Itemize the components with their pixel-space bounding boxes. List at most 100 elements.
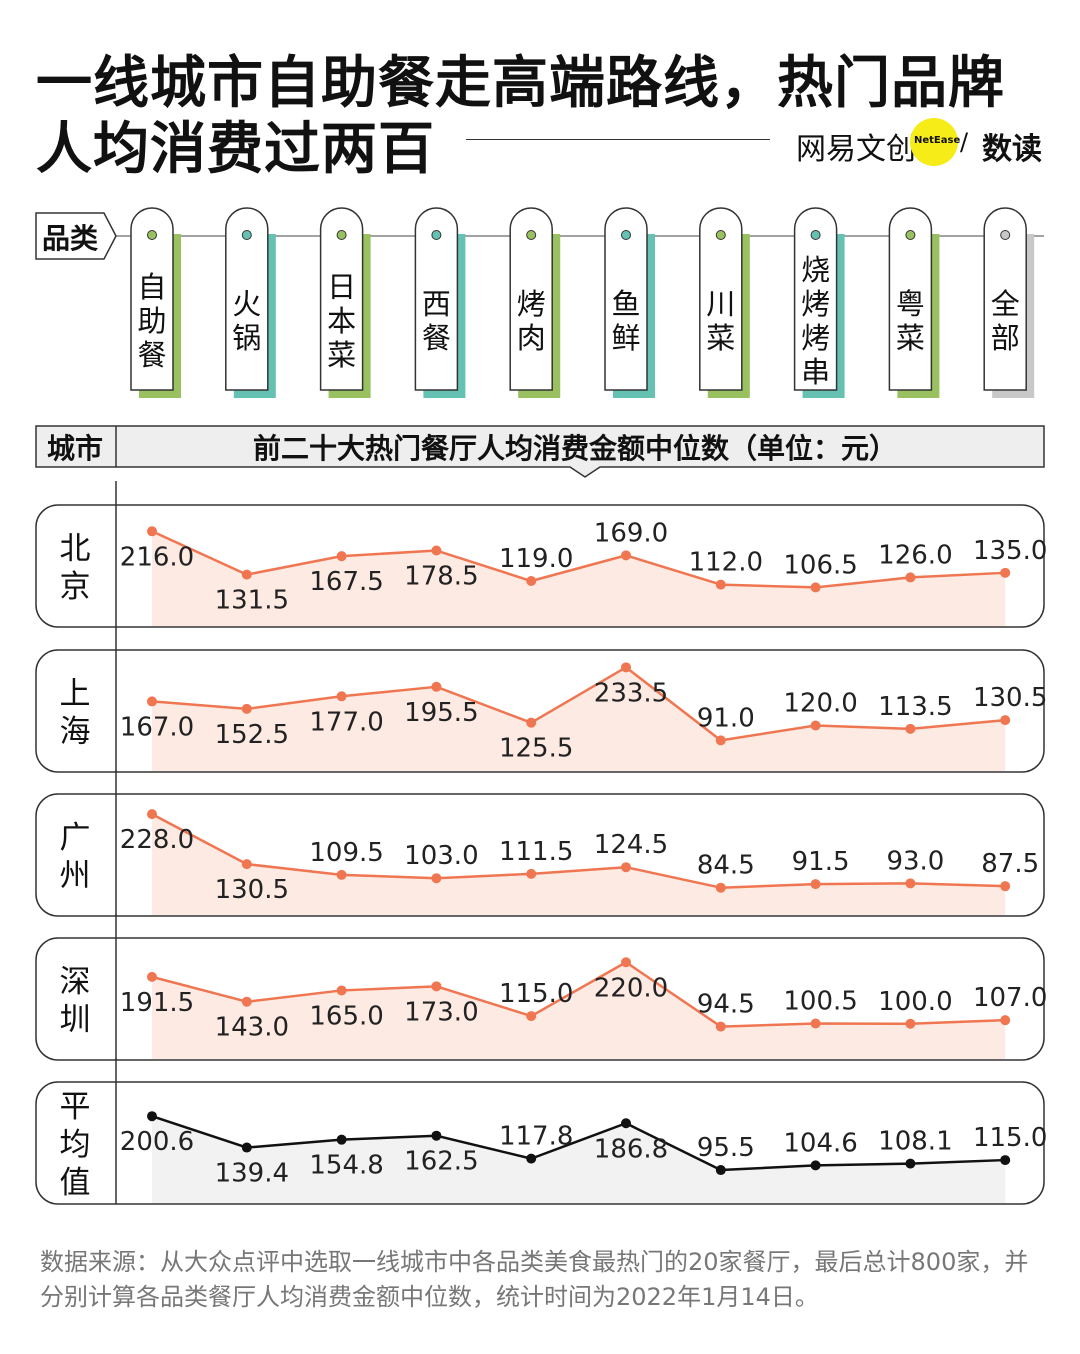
data-label: 87.5 bbox=[981, 849, 1039, 879]
series-area bbox=[152, 667, 1006, 771]
metric-title: 前二十大热门餐厅人均消费金额中位数（单位：元） bbox=[253, 432, 897, 465]
data-label: 111.5 bbox=[499, 837, 573, 867]
panel-2: 广州 228.0 130.5 109.5 103.0 111.5 124.5 84.5 91.5… bbox=[35, 770, 1045, 917]
category-tag-hole bbox=[431, 230, 442, 240]
metric-header: 城市 前二十大热门餐厅人均消费金额中位数（单位：元） bbox=[35, 425, 1045, 478]
brand-badge: NetEase bbox=[914, 135, 961, 146]
data-label: 126.0 bbox=[878, 540, 952, 570]
category-tag-2: 日本菜 bbox=[319, 207, 371, 398]
data-point bbox=[147, 526, 157, 537]
data-point bbox=[526, 868, 537, 879]
data-label: 100.5 bbox=[783, 986, 857, 1016]
data-point bbox=[241, 703, 252, 714]
category-tag-hole bbox=[147, 230, 157, 240]
data-point bbox=[336, 551, 347, 562]
data-label: 117.8 bbox=[499, 1122, 573, 1152]
category-tag-hole bbox=[810, 230, 821, 240]
data-point bbox=[905, 878, 916, 889]
data-point bbox=[810, 1160, 821, 1171]
category-label: 烤肉 bbox=[517, 287, 546, 355]
data-label: 119.0 bbox=[499, 544, 573, 574]
data-point bbox=[241, 859, 252, 870]
category-tag-hole bbox=[905, 230, 916, 240]
data-label: 93.0 bbox=[886, 846, 944, 876]
data-point bbox=[621, 1118, 631, 1129]
data-point bbox=[715, 735, 726, 746]
data-point bbox=[241, 1142, 252, 1153]
data-point bbox=[526, 576, 537, 587]
data-label: 130.5 bbox=[973, 683, 1047, 713]
data-label: 130.5 bbox=[215, 875, 289, 905]
data-label: 124.5 bbox=[594, 830, 668, 860]
city-label: 广州 bbox=[60, 820, 91, 894]
data-point bbox=[526, 1011, 537, 1022]
data-point bbox=[431, 873, 442, 884]
data-point bbox=[526, 1153, 537, 1164]
panel-4: 平均值 200.6 139.4 154.8 162.5 117.8 186.8 95.5 104… bbox=[35, 1058, 1047, 1205]
data-point bbox=[810, 879, 821, 890]
data-label: 112.0 bbox=[689, 548, 763, 578]
data-label: 165.0 bbox=[309, 1001, 383, 1031]
brand-name: 网易文创 bbox=[796, 132, 916, 167]
title-rule bbox=[466, 139, 770, 140]
data-label: 200.6 bbox=[120, 1127, 194, 1157]
data-point bbox=[810, 720, 821, 731]
data-label: 120.0 bbox=[783, 689, 857, 719]
data-label: 115.0 bbox=[973, 1123, 1047, 1153]
category-label: 粤菜 bbox=[896, 287, 925, 355]
category-tag-3: 西餐 bbox=[414, 207, 466, 398]
data-label: 115.0 bbox=[499, 979, 573, 1009]
data-point bbox=[621, 957, 631, 968]
data-label: 178.5 bbox=[404, 562, 478, 592]
category-header: 品类 bbox=[35, 212, 117, 260]
city-label: 北京 bbox=[60, 531, 91, 605]
data-label: 169.0 bbox=[594, 518, 668, 548]
data-point bbox=[526, 717, 537, 728]
data-point bbox=[431, 681, 442, 692]
city-label: 深圳 bbox=[60, 964, 91, 1038]
data-point bbox=[147, 696, 157, 707]
data-label: 220.0 bbox=[594, 973, 668, 1003]
data-label: 109.5 bbox=[309, 838, 383, 868]
data-label: 152.5 bbox=[215, 720, 289, 750]
chart-title-line-1: 一线城市自助餐走高端路线，热门品牌 bbox=[36, 51, 1005, 116]
data-label: 173.0 bbox=[404, 997, 478, 1027]
category-label: 鱼鲜 bbox=[611, 287, 640, 355]
category-tag-body bbox=[414, 207, 459, 391]
data-label: 95.5 bbox=[697, 1133, 755, 1163]
brand-slash: / bbox=[960, 128, 969, 156]
data-point bbox=[905, 572, 916, 583]
source-note: 数据来源：从大众点评中选取一线城市中各品类美食最热门的20家餐厅，最后总计800… bbox=[40, 1248, 1029, 1311]
data-label: 131.5 bbox=[215, 586, 289, 616]
category-tag-body bbox=[225, 207, 269, 391]
category-label: 日本菜 bbox=[327, 270, 356, 372]
category-tag-9: 全部 bbox=[983, 207, 1035, 398]
data-point bbox=[715, 1021, 726, 1032]
category-tag-body bbox=[983, 207, 1027, 391]
category-tag-body bbox=[319, 207, 364, 391]
data-point bbox=[431, 981, 442, 992]
data-point bbox=[336, 985, 347, 996]
series-line bbox=[151, 666, 1006, 742]
data-point bbox=[1000, 567, 1011, 578]
data-point bbox=[715, 1165, 726, 1176]
data-point bbox=[336, 1134, 347, 1145]
data-point bbox=[1000, 1155, 1011, 1166]
data-point bbox=[431, 545, 442, 556]
data-point bbox=[810, 582, 821, 593]
category-tag-8: 粤菜 bbox=[888, 207, 940, 398]
data-label: 135.0 bbox=[973, 536, 1047, 566]
category-label: 西餐 bbox=[422, 287, 451, 355]
data-point bbox=[715, 882, 726, 893]
data-label: 91.5 bbox=[792, 847, 850, 877]
data-point bbox=[1000, 1015, 1011, 1026]
category-tag-body bbox=[604, 207, 648, 391]
category-tag-body bbox=[888, 207, 933, 391]
data-point bbox=[905, 723, 916, 734]
data-label: 143.0 bbox=[215, 1013, 289, 1043]
category-header-label: 品类 bbox=[42, 222, 98, 255]
data-label: 186.8 bbox=[594, 1134, 668, 1164]
category-tag-hole bbox=[621, 230, 631, 240]
data-label: 107.0 bbox=[973, 983, 1047, 1013]
